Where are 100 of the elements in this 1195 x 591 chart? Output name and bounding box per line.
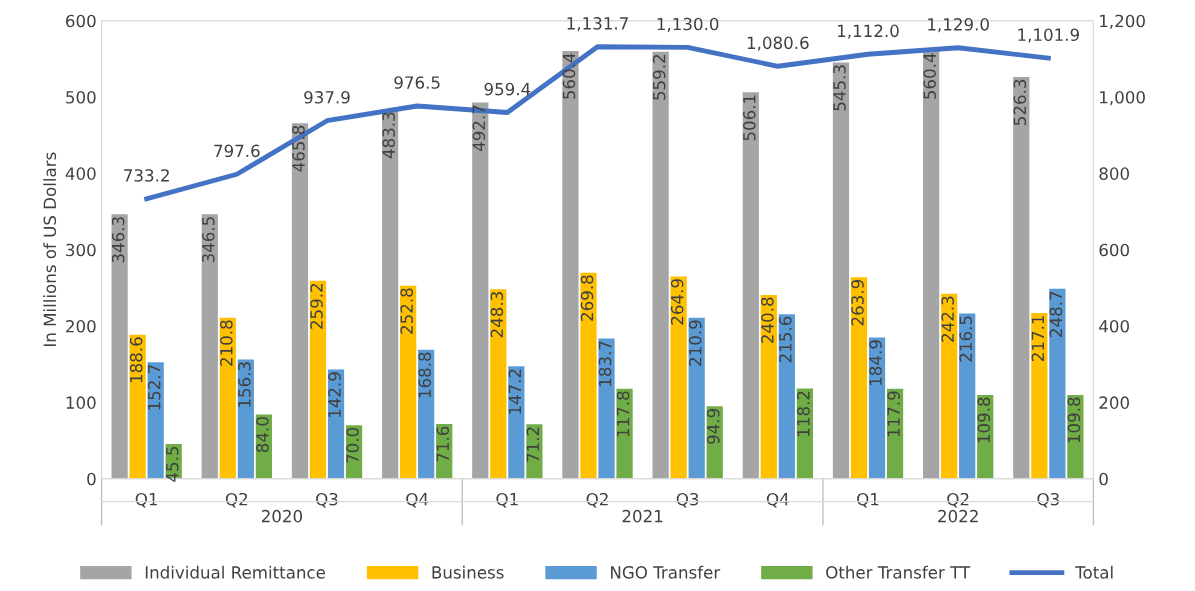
data-label: 210.8 [220, 320, 233, 366]
legend-label: Total [1075, 565, 1113, 579]
data-label: 210.9 [688, 320, 702, 366]
bar [111, 214, 128, 479]
bar [850, 277, 868, 479]
data-label: 184.9 [869, 340, 882, 385]
data-label: 70.0 [346, 427, 359, 463]
data-label: 94.9 [706, 408, 720, 444]
legend-label: Other Transfer TT [826, 565, 971, 579]
y2-tick-label: 0 [1099, 472, 1108, 486]
data-label: 483.3 [382, 112, 395, 159]
data-label: 560.4 [562, 53, 576, 99]
bar [760, 294, 777, 479]
bar [1067, 394, 1084, 479]
data-label: 1,129.0 [928, 18, 989, 33]
data-label: 263.9 [851, 279, 864, 326]
y-tick-label: 600 [66, 14, 96, 28]
bar [490, 289, 507, 479]
bar [868, 337, 886, 479]
bar [129, 334, 146, 479]
data-label: 559.2 [652, 55, 666, 100]
y-tick-label: 200 [66, 320, 96, 333]
y-tick-label: 400 [65, 167, 96, 180]
data-label: 733.2 [124, 169, 169, 182]
text: 2020 [261, 509, 303, 523]
bar [309, 280, 327, 479]
data-label: 248.3 [490, 292, 504, 338]
bar [923, 50, 940, 479]
y2-tick-label: 1,200 [1100, 14, 1145, 29]
bar [508, 366, 525, 479]
data-label: 147.2 [508, 369, 521, 414]
bar [778, 314, 795, 479]
y-tick-label: 500 [66, 90, 96, 104]
data-label: 506.1 [743, 95, 756, 141]
data-label: 1,131.7 [567, 17, 628, 32]
bar [959, 313, 976, 479]
bar [1049, 288, 1066, 479]
bar [688, 317, 705, 479]
y2-tick-label: 200 [1099, 396, 1129, 409]
data-label: 216.5 [959, 316, 973, 362]
data-label: 215.6 [779, 316, 792, 363]
text: 2021 [622, 509, 663, 523]
data-label: 71.6 [436, 426, 450, 462]
data-label: 142.9 [328, 372, 341, 418]
data-label: 1,080.6 [747, 36, 809, 51]
data-label: 545.3 [833, 65, 846, 111]
bar [472, 102, 489, 479]
data-label: 1,130.0 [657, 17, 719, 32]
data-label: 109.8 [1067, 397, 1081, 443]
legend-label: Individual Remittance [145, 565, 326, 579]
data-label: 242.3 [941, 296, 954, 342]
data-label: 183.7 [598, 341, 612, 386]
data-label: 976.5 [394, 76, 440, 89]
data-label: 45.5 [166, 446, 179, 482]
data-label: 465.8 [292, 125, 305, 172]
text: 2022 [938, 509, 978, 523]
bar [670, 276, 687, 479]
bar [742, 92, 759, 479]
y-tick-label: 300 [66, 243, 96, 257]
bar [291, 123, 309, 479]
y2-tick-label: 600 [1099, 243, 1129, 257]
data-label: 118.2 [797, 391, 810, 436]
bar [1031, 312, 1048, 479]
y-axis-title: In Millions of US Dollars [43, 152, 57, 347]
data-label: 248.7 [1049, 291, 1063, 337]
bar [652, 51, 669, 479]
bar [219, 317, 236, 479]
bar [237, 359, 254, 479]
data-label: 797.6 [214, 144, 260, 158]
data-label: 526.3 [1013, 79, 1027, 125]
y2-tick-label: 400 [1099, 320, 1129, 333]
data-label: 217.1 [1031, 316, 1044, 361]
data-label: 259.2 [310, 284, 323, 329]
data-label: 252.8 [400, 288, 413, 334]
data-label: 84.0 [256, 417, 269, 453]
y-tick-label: 0 [87, 472, 96, 486]
bar [418, 349, 435, 479]
data-label: 346.5 [202, 217, 215, 263]
bar [562, 50, 579, 479]
data-label: 117.9 [887, 391, 900, 437]
data-label: 1,101.9 [1018, 28, 1079, 43]
data-label: 269.8 [580, 275, 594, 321]
data-label: 560.4 [923, 53, 936, 99]
bar [832, 62, 850, 479]
data-label: 168.8 [418, 352, 432, 398]
bar [400, 285, 417, 479]
data-label: 492.7 [472, 105, 486, 152]
data-label: 346.3 [111, 217, 125, 263]
data-label: 71.2 [526, 427, 539, 462]
data-label: 156.3 [238, 362, 251, 407]
bar [382, 109, 399, 479]
data-label: 937.9 [304, 91, 350, 104]
legend-label: Business [432, 565, 504, 579]
legend-label: NGO Transfer [611, 565, 721, 579]
data-label: 264.9 [670, 279, 684, 325]
bar [147, 362, 164, 479]
bar [1013, 76, 1030, 479]
data-label: 117.8 [616, 391, 630, 437]
bar [598, 338, 615, 479]
bar [616, 388, 633, 479]
